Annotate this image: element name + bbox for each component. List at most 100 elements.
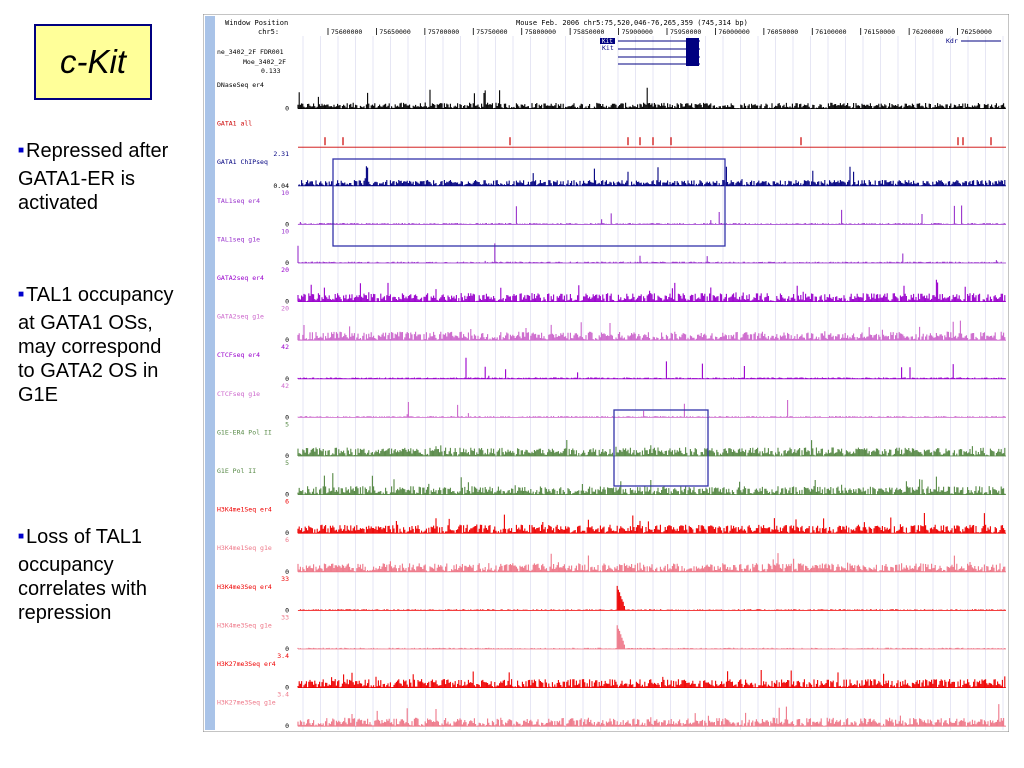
track-min: 0 (285, 220, 289, 228)
track-label: G1E-ER4 Pol II (217, 428, 272, 436)
track-label: H3K4me3Seq g1e (217, 621, 272, 629)
genome-browser-view[interactable]: Window Position chr5: Mouse Feb. 2006 ch… (202, 13, 1010, 733)
track-h3k4me3seq-er4[interactable]: H3K4me3Seq er4 33 0 (217, 575, 1006, 615)
snp-label-3: 0.133 (261, 67, 281, 75)
chrom-label: chr5: (258, 28, 279, 36)
track-min: 0 (285, 452, 289, 460)
track-label: GATA2seq g1e (217, 313, 264, 321)
track-label: GATA1 all (217, 120, 252, 128)
track-max: 6 (285, 498, 289, 506)
track-signal (297, 553, 1006, 572)
track-gata2seq-g1e[interactable]: GATA2seq g1e 20 0 (217, 305, 1006, 345)
track-h3k4me1seq-g1e[interactable]: H3K4me1Seq g1e 6 0 (217, 536, 1006, 576)
window-position-label: Window Position (225, 19, 288, 27)
track-dnaseseq-er4[interactable]: DNaseSeq er4 0 (217, 81, 1006, 113)
track-min: 0 (285, 298, 289, 306)
track-gata1-all[interactable]: GATA1 all (217, 120, 1006, 148)
bullet-text: TAL1 occupancy at GATA1 OSs, may corresp… (18, 284, 174, 406)
ruler-label: 75950000 (670, 28, 701, 36)
track-tal1seq-g1e[interactable]: TAL1seq g1e 10 0 (217, 227, 1006, 267)
track-min: 0 (285, 568, 289, 576)
highlight-box-pol2 (613, 409, 709, 487)
data-tracks[interactable]: DNaseSeq er4 0 GATA1 all GATA1 ChIPseq 2.31 0… (217, 81, 1006, 730)
bullet-icon: ■ (18, 289, 25, 300)
bullet-item: ■ TAL1 occupancy at GATA1 OSs, may corres… (18, 283, 178, 407)
track-label: TAL1seq er4 (217, 197, 260, 205)
ruler-label: 75900000 (622, 28, 653, 36)
track-label: TAL1seq g1e (217, 235, 260, 243)
gridlines (302, 36, 1004, 730)
track-g1e-er4-pol-ii[interactable]: G1E-ER4 Pol II 5 0 (217, 420, 1006, 460)
track-g1e-pol-ii[interactable]: G1E Pol II 5 0 (217, 459, 1006, 499)
track-ctcfseq-g1e[interactable]: CTCFseq g1e 42 0 (217, 382, 1006, 422)
track-max: 3.4 (277, 652, 289, 660)
track-signal (298, 166, 1006, 186)
ruler-label: 76250000 (961, 28, 992, 36)
ruler-label: 76000000 (718, 28, 749, 36)
slide-title: c-Kit (60, 43, 126, 80)
track-signal (297, 357, 1006, 379)
ruler-label: 76050000 (767, 28, 798, 36)
track-max: 42 (281, 343, 289, 351)
browser-frame (202, 13, 1010, 733)
header-location: Mouse Feb. 2006 chr5:75,520,046-76,265,3… (516, 19, 748, 27)
track-max: 10 (281, 227, 289, 235)
gene-track[interactable]: Kit Kit Kdr (600, 37, 1001, 66)
track-max: 20 (281, 266, 289, 274)
track-signal (297, 279, 1006, 302)
track-signal (297, 585, 1006, 611)
track-label: H3K4me3Seq er4 (217, 583, 272, 591)
track-label: H3K4me1Seq er4 (217, 506, 272, 514)
bullet-item: ■ Loss of TAL1 occupancy correlates with … (18, 525, 158, 625)
track-min: 0 (285, 684, 289, 692)
track-max: 3.4 (277, 691, 289, 699)
genome-browser-image[interactable]: Window Position chr5: Mouse Feb. 2006 ch… (202, 13, 1010, 733)
track-signal (297, 513, 1006, 534)
track-min: 0 (285, 722, 289, 730)
track-signal (297, 670, 1006, 688)
track-min: 0 (285, 645, 289, 653)
track-h3k4me1seq-er4[interactable]: H3K4me1Seq er4 6 0 (217, 498, 1006, 538)
track-h3k4me3seq-g1e[interactable]: H3K4me3Seq g1e 33 0 (217, 613, 1006, 653)
ruler-label: 75650000 (379, 28, 410, 36)
track-gata1-chipseq[interactable]: GATA1 ChIPseq 2.31 0.04 (217, 150, 1006, 190)
track-min: 0 (285, 529, 289, 537)
track-tal1seq-er4[interactable]: TAL1seq er4 10 0 (217, 189, 1006, 229)
track-label: CTCFseq er4 (217, 351, 260, 359)
track-max: 10 (281, 189, 289, 197)
gene-exon-block (686, 38, 699, 66)
track-max: 33 (281, 613, 289, 621)
track-label: H3K27me3Seq g1e (217, 699, 276, 707)
gene-label-kit-2: Kit (602, 44, 614, 52)
ruler-label: 76100000 (815, 28, 846, 36)
track-min: 0 (285, 336, 289, 344)
snp-label-1: ne_3402_2F FDR001 (217, 48, 284, 56)
track-label: H3K4me1Seq g1e (217, 544, 272, 552)
track-max: 2.31 (273, 150, 289, 158)
track-signal (297, 87, 1006, 109)
track-label: GATA2seq er4 (217, 274, 264, 282)
title-box: c-Kit (34, 24, 152, 100)
gene-label-kdr: Kdr (946, 37, 958, 45)
track-min: 0 (285, 413, 289, 421)
track-label: GATA1 ChIPseq (217, 158, 268, 166)
track-gata2seq-er4[interactable]: GATA2seq er4 20 0 (217, 266, 1006, 306)
track-signal (297, 320, 1006, 341)
track-min: 0 (285, 491, 289, 499)
bullet-text: Loss of TAL1 occupancy correlates with r… (18, 526, 147, 624)
snp-label-2: Moe_3402_2F (243, 58, 286, 66)
track-max: 42 (281, 382, 289, 390)
track-label: H3K27me3Seq er4 (217, 660, 276, 668)
position-ruler: 75600000 75650000 75700000 75750000 75800000… (327, 28, 992, 36)
track-ctcfseq-er4[interactable]: CTCFseq er4 42 0 (217, 343, 1006, 383)
gene-highlight (600, 38, 615, 44)
gene-label-kit-1: Kit (602, 38, 613, 45)
bullet-text: Repressed after GATA1-ER is activated (18, 140, 169, 214)
ruler-label: 76150000 (864, 28, 895, 36)
ruler-label: 75750000 (476, 28, 507, 36)
track-min: 0 (285, 105, 289, 113)
track-side-bar[interactable] (205, 16, 215, 730)
track-max: 5 (285, 420, 289, 428)
